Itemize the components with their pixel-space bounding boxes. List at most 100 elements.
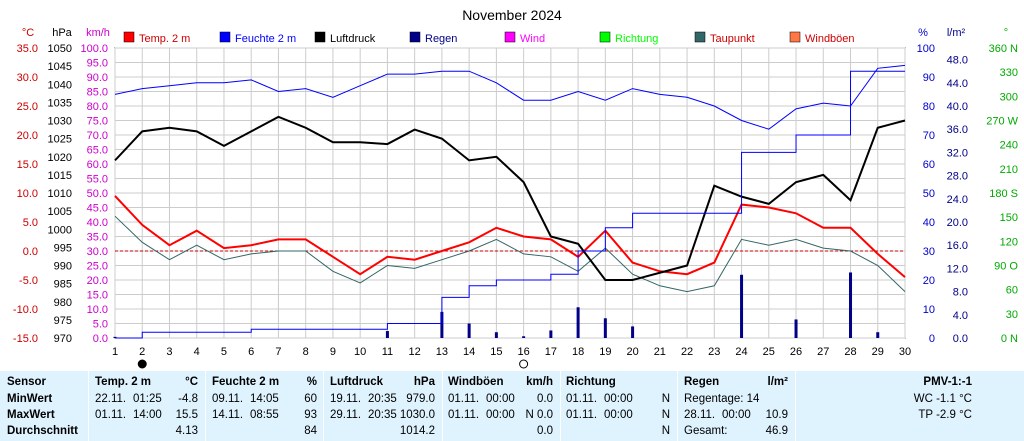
tick-label-left: 1000 <box>48 224 72 236</box>
rain-days: Regentage: 14 <box>684 393 760 405</box>
legend-swatch <box>219 31 231 43</box>
rain-bar <box>576 307 580 338</box>
x-tick-label: 24 <box>735 346 747 358</box>
tick-label-left: 30.0 <box>87 246 108 258</box>
humidity-min-time: 14:05 <box>250 393 279 405</box>
rain-max-date: 28.11. <box>684 409 716 421</box>
tick-label-right: 80 <box>923 101 935 113</box>
series-line <box>114 215 906 293</box>
legend-swatch <box>599 31 611 43</box>
x-tick-label: 10 <box>354 346 366 358</box>
tick-label-right: 300 <box>1000 91 1018 103</box>
x-tick-label: 29 <box>872 346 884 358</box>
direction-min-time: 00:00 <box>604 393 633 405</box>
series-line <box>114 64 906 130</box>
humidity-max-time: 08:55 <box>250 409 279 421</box>
x-tick-label: 4 <box>194 346 200 358</box>
gust-max-value: N 0.0 <box>525 409 554 421</box>
x-tick-label: 28 <box>844 346 856 358</box>
tick-label-left: 1040 <box>48 79 72 91</box>
legend-swatch <box>789 31 801 43</box>
pressure-header: Luftdruck <box>330 376 384 388</box>
tick-label-left: 1020 <box>48 152 72 164</box>
tick-label-left: 25.0 <box>17 101 38 113</box>
legend-swatch <box>504 31 516 43</box>
tick-label-left: 1045 <box>48 61 72 73</box>
pressure-max-time: 20:35 <box>368 409 397 421</box>
x-tick-label: 14 <box>463 346 475 358</box>
rain-bar <box>467 323 471 338</box>
x-tick-label: 23 <box>708 346 720 358</box>
legend-swatch <box>314 31 326 43</box>
direction-min-value: N <box>661 393 670 405</box>
tick-label-left: 70.0 <box>87 130 108 142</box>
tick-label-left: 15.0 <box>87 290 108 302</box>
rain-total-value: 46.9 <box>765 425 788 437</box>
temp-max-date: 01.11. <box>95 409 127 421</box>
legend-label: Regen <box>425 33 457 45</box>
rain-bar <box>522 336 526 338</box>
rain-bar <box>494 332 498 338</box>
rain-bar <box>631 326 635 338</box>
pressure-min-value: 979.0 <box>406 393 435 405</box>
pressure-min-time: 20:35 <box>368 393 397 405</box>
legend-label: Windböen <box>805 33 855 45</box>
tick-label-right: 32.0 <box>947 147 968 159</box>
temp-min-value: -4.8 <box>178 393 198 405</box>
tick-label-right: 270 W <box>986 116 1018 128</box>
rain-bar <box>849 272 853 338</box>
tick-label-left: 25.0 <box>87 261 108 273</box>
tick-label-left: 45.0 <box>87 203 108 215</box>
gust-min-date: 01.11. <box>448 393 480 405</box>
temp-header: Temp. 2 m <box>95 376 152 388</box>
row-min-label: MinWert <box>7 393 53 405</box>
tick-label-left: 1015 <box>48 170 72 182</box>
tick-label-left: 80.0 <box>87 101 108 113</box>
pressure-avg: 1014.2 <box>399 425 435 437</box>
tick-label-right: 180 S <box>989 188 1018 200</box>
windchill-value: WC -1.1 °C <box>913 393 972 405</box>
tick-label-left: 85.0 <box>87 87 108 99</box>
tick-label-left: 50.0 <box>87 188 108 200</box>
axis-unit-left: km/h <box>86 27 110 39</box>
gust-min-time: 00:00 <box>486 393 515 405</box>
legend-swatch <box>694 31 706 43</box>
tick-label-left: 95.0 <box>87 58 108 70</box>
humidity-min-value: 60 <box>304 393 317 405</box>
tick-label-right: 4.0 <box>953 310 968 322</box>
chart-title: November 2024 <box>462 7 562 23</box>
tick-label-right: 60 <box>923 159 935 171</box>
series-line <box>114 195 906 278</box>
x-tick-label: 12 <box>409 346 421 358</box>
x-tick-label: 30 <box>899 346 911 358</box>
x-tick-label: 26 <box>790 346 802 358</box>
tick-label-right: 240 <box>1000 140 1018 152</box>
tick-label-right: 20.0 <box>947 217 968 229</box>
tick-label-right: 210 <box>1000 164 1018 176</box>
tick-label-right: 40 <box>923 217 935 229</box>
tick-label-left: 970 <box>54 333 72 345</box>
x-tick-label: 5 <box>221 346 227 358</box>
tick-label-left: 995 <box>54 242 72 254</box>
tick-label-left: 1050 <box>48 43 72 55</box>
tick-label-right: 150 <box>1000 212 1018 224</box>
tick-label-left: 100.0 <box>80 43 108 55</box>
tick-label-left: 10.0 <box>87 304 108 316</box>
humidity-max-value: 93 <box>304 409 317 421</box>
x-tick-label: 2 <box>139 346 145 358</box>
x-tick-label: 15 <box>490 346 502 358</box>
tick-label-right: 0 <box>929 333 935 345</box>
tick-label-left: 65.0 <box>87 145 108 157</box>
rain-max-time: 00:00 <box>722 409 751 421</box>
tick-label-right: 16.0 <box>947 240 968 252</box>
x-tick-label: 22 <box>681 346 693 358</box>
x-tick-label: 1 <box>112 346 118 358</box>
tick-label-right: 40.0 <box>947 101 968 113</box>
legend-label: Richtung <box>615 33 658 45</box>
gust-unit: km/h <box>526 376 553 388</box>
rain-header: Regen <box>684 376 720 388</box>
legend-label: Temp. 2 m <box>139 33 190 45</box>
temp-unit: °C <box>185 376 198 388</box>
rain-unit: l/m² <box>767 376 788 388</box>
axis-unit-right: ° <box>1004 27 1008 39</box>
